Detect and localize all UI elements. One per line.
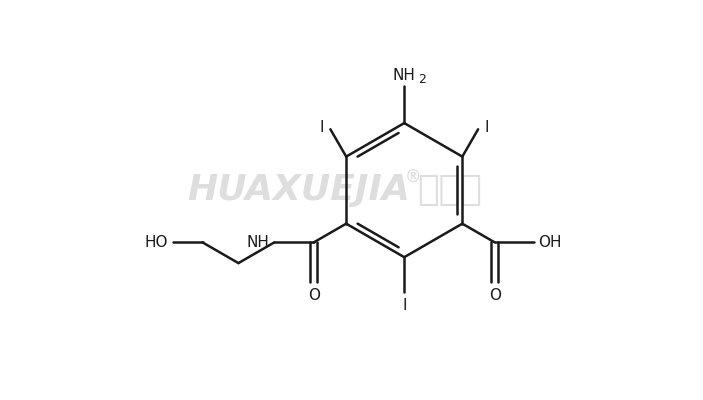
Text: HO: HO: [145, 235, 168, 250]
Text: O: O: [489, 288, 501, 303]
Text: 2: 2: [418, 73, 426, 86]
Text: I: I: [402, 298, 406, 313]
Text: NH: NH: [393, 68, 415, 83]
Text: I: I: [320, 120, 325, 135]
Text: O: O: [308, 288, 320, 303]
Text: 化学加: 化学加: [417, 173, 482, 207]
Text: HUAXUEJIA: HUAXUEJIA: [187, 173, 410, 207]
Text: OH: OH: [538, 235, 562, 250]
Text: ®: ®: [404, 169, 421, 187]
Text: I: I: [484, 120, 489, 135]
Text: NH: NH: [247, 235, 269, 250]
